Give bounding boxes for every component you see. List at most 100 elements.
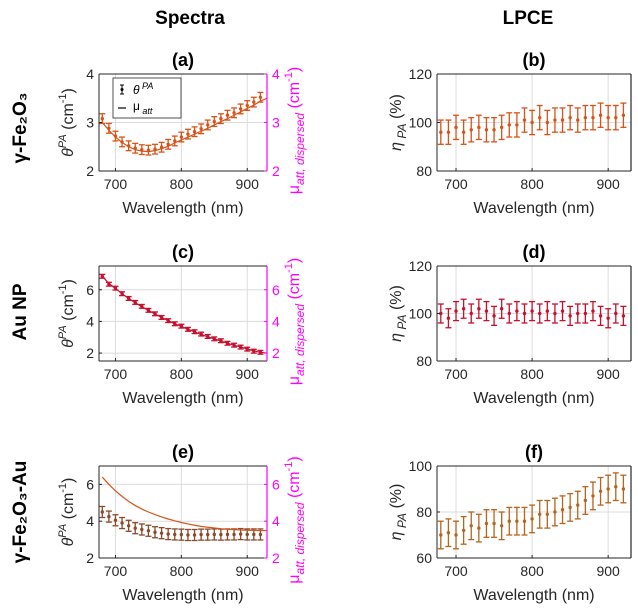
legend-point-icon [120,88,124,91]
data-point [100,116,104,121]
data-point [477,307,481,311]
data-point [454,309,458,313]
data-point [252,100,256,104]
x-tick-label: 800 [520,563,544,579]
data-point [606,115,610,120]
data-point [522,519,527,523]
plot-area-a [99,91,267,156]
row-label-au-np: Au NP [10,283,31,340]
x-tick-label: 900 [596,176,620,192]
data-point [192,533,197,537]
y-tick-label: 6 [86,282,94,298]
data-point [530,309,534,313]
panel-label: (f) [525,442,543,462]
data-point [492,314,496,318]
data-point [212,119,216,124]
data-point [232,111,236,115]
data-point [206,532,210,537]
panel-label: (d) [523,242,546,262]
x-tick-label: 800 [170,563,194,579]
data-point [576,311,580,316]
data-point [568,115,572,120]
data-point [192,130,197,134]
data-point [219,532,223,537]
data-point [576,503,580,507]
x-tick-label: 700 [444,366,468,382]
y2-tick-label: 6 [272,282,280,298]
y-tick-label: 3 [86,115,94,131]
data-point [621,113,626,117]
x-tick-label: 800 [170,176,194,192]
data-point [598,314,603,318]
data-point [252,532,256,537]
data-point [100,510,104,514]
data-point [583,115,588,120]
y-tick-label: 4 [86,513,94,529]
data-point [545,120,550,125]
data-point [446,531,451,535]
data-point [120,521,124,525]
data-point [199,127,203,131]
x-tick-label: 800 [170,366,194,382]
data-point [439,130,443,134]
y-tick-label: 80 [416,353,432,369]
data-point [446,316,451,320]
data-point [179,532,184,537]
data-point [591,115,595,120]
data-point [576,118,580,122]
data-point [538,311,542,316]
data-point [133,526,137,530]
data-point [484,309,489,313]
data-point [439,311,443,316]
data-point [454,125,458,130]
data-point [484,521,489,526]
data-point [107,514,111,519]
legend: θ PA μ att [112,77,182,119]
data-point [461,307,466,311]
y-axis-label: θPA (cm-1) [57,88,77,157]
data-point [530,517,534,521]
data-point [515,123,519,127]
data-point [560,508,565,512]
data-point [583,498,588,503]
series-line [101,97,267,153]
panel-c: 700 800 900 2 4 6 2 4 6 (c) Wavelength (nm) θPA (cm… [57,242,307,407]
x-axis-label: Wavelength (nm) [473,587,594,604]
data-point [146,529,151,533]
data-point [515,519,519,523]
data-point [492,521,496,526]
data-point [598,113,603,117]
plot-area-e [99,476,267,542]
data-point [553,118,557,122]
y-tick-label: 2 [86,550,94,566]
y2-tick-label: 3 [272,115,280,131]
x-axis-label: Wavelength (nm) [473,200,594,217]
x-tick-label: 800 [520,176,544,192]
data-point [484,128,489,132]
data-point [469,524,473,528]
data-point [173,139,177,143]
data-point [538,115,542,120]
panel-label: (c) [172,242,194,262]
y-tick-label: 4 [86,313,94,329]
data-point [173,532,177,537]
data-point [454,533,458,537]
data-point [598,489,603,493]
x-axis-label: Wavelength (nm) [122,587,243,604]
data-point [186,132,190,136]
plot-area-d [437,298,627,329]
plot-area-f [437,472,627,550]
data-point [507,519,511,523]
x-tick-label: 900 [596,563,620,579]
y2-tick-label: 2 [272,550,280,566]
x-axis-label: Wavelength (nm) [473,390,594,407]
data-point [232,532,236,537]
data-point [522,311,527,316]
panel-b: 700 800 900 80 100 120 (b) Wavelength (nm) η PA … [388,50,632,217]
data-point [258,95,263,99]
data-point [507,123,511,127]
data-point [583,311,588,316]
panel-a: 700 800 900 2 3 4 2 3 4 (a) Wavelength (nm) θPA (cm… [57,50,307,217]
x-axis-label: Wavelength (nm) [122,200,243,217]
